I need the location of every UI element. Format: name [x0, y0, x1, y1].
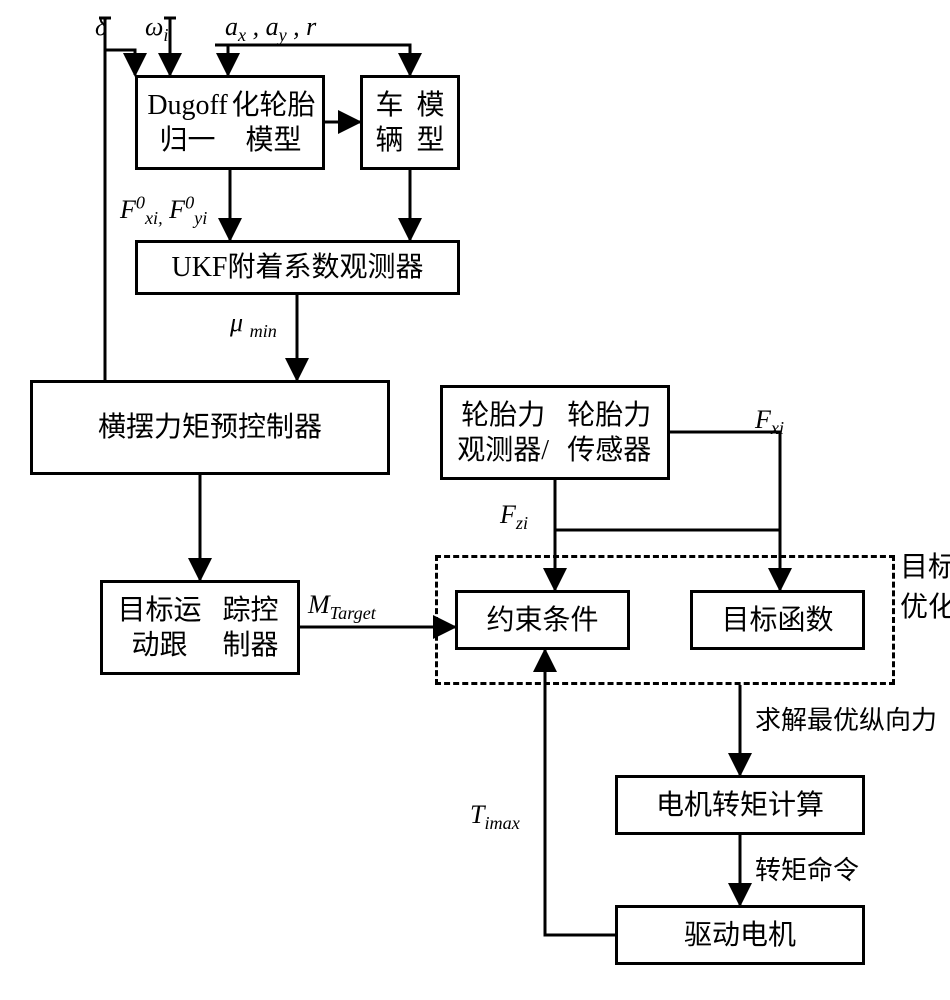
edge-label-t-imax: Timax: [470, 800, 520, 834]
node-dugoff-tire-model: Dugoff 归一化轮胎模型: [135, 75, 325, 170]
group-label-target-optimization: 目标优化: [900, 545, 950, 625]
flowchart-stage: Dugoff 归一化轮胎模型 车辆模型 UKF附着系数观测器 横摆力矩预控制器 …: [0, 0, 950, 1000]
edge-drive_to_con: [545, 650, 615, 935]
input-label-omega-i: ωi: [145, 12, 168, 46]
edge-label-solve-optimal: 求解最优纵向力: [755, 700, 937, 737]
input-label-ax-ay-r: ax , ay , r: [225, 12, 316, 46]
node-ukf-observer: UKF附着系数观测器: [135, 240, 460, 295]
node-tire-force-observer: 轮胎力观测器/轮胎力传感器: [440, 385, 670, 480]
edge-label-fxi: Fxi: [755, 405, 784, 439]
edge-label-f0xi-f0yi: F0xi, F0yi: [120, 192, 207, 229]
edge-label-mu-min: μ min: [230, 308, 277, 342]
edge-delta_arrow: [105, 50, 135, 75]
node-vehicle-model: 车辆模型: [360, 75, 460, 170]
node-target-tracking-controller: 目标运动跟踪控制器: [100, 580, 300, 675]
edge-label-m-target: MTarget: [308, 590, 376, 624]
edge-axr_to_veh: [372, 45, 410, 75]
edge-label-torque-cmd: 转矩命令: [755, 850, 859, 887]
node-drive-motor: 驱动电机: [615, 905, 865, 965]
node-motor-torque-calc: 电机转矩计算: [615, 775, 865, 835]
input-label-delta: δ: [95, 12, 107, 42]
group-target-optimization: [435, 555, 895, 685]
edge-label-fzi: Fzi: [500, 500, 528, 534]
node-yaw-moment-precontroller: 横摆力矩预控制器: [30, 380, 390, 475]
